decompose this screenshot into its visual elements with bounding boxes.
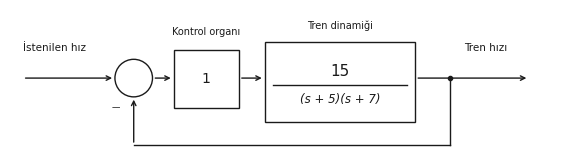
Bar	[265, 42, 415, 122]
Text: —: —	[112, 103, 121, 112]
Text: Kontrol organı: Kontrol organı	[172, 27, 240, 37]
Bar	[174, 50, 239, 108]
Text: 15: 15	[331, 64, 349, 79]
Text: 1: 1	[202, 72, 211, 86]
Text: (s + 5)(s + 7): (s + 5)(s + 7)	[300, 93, 380, 106]
Text: İstenilen hız: İstenilen hız	[23, 43, 86, 53]
Text: Tren dinamiği: Tren dinamiği	[307, 20, 373, 31]
Text: Tren hızı: Tren hızı	[464, 43, 507, 53]
